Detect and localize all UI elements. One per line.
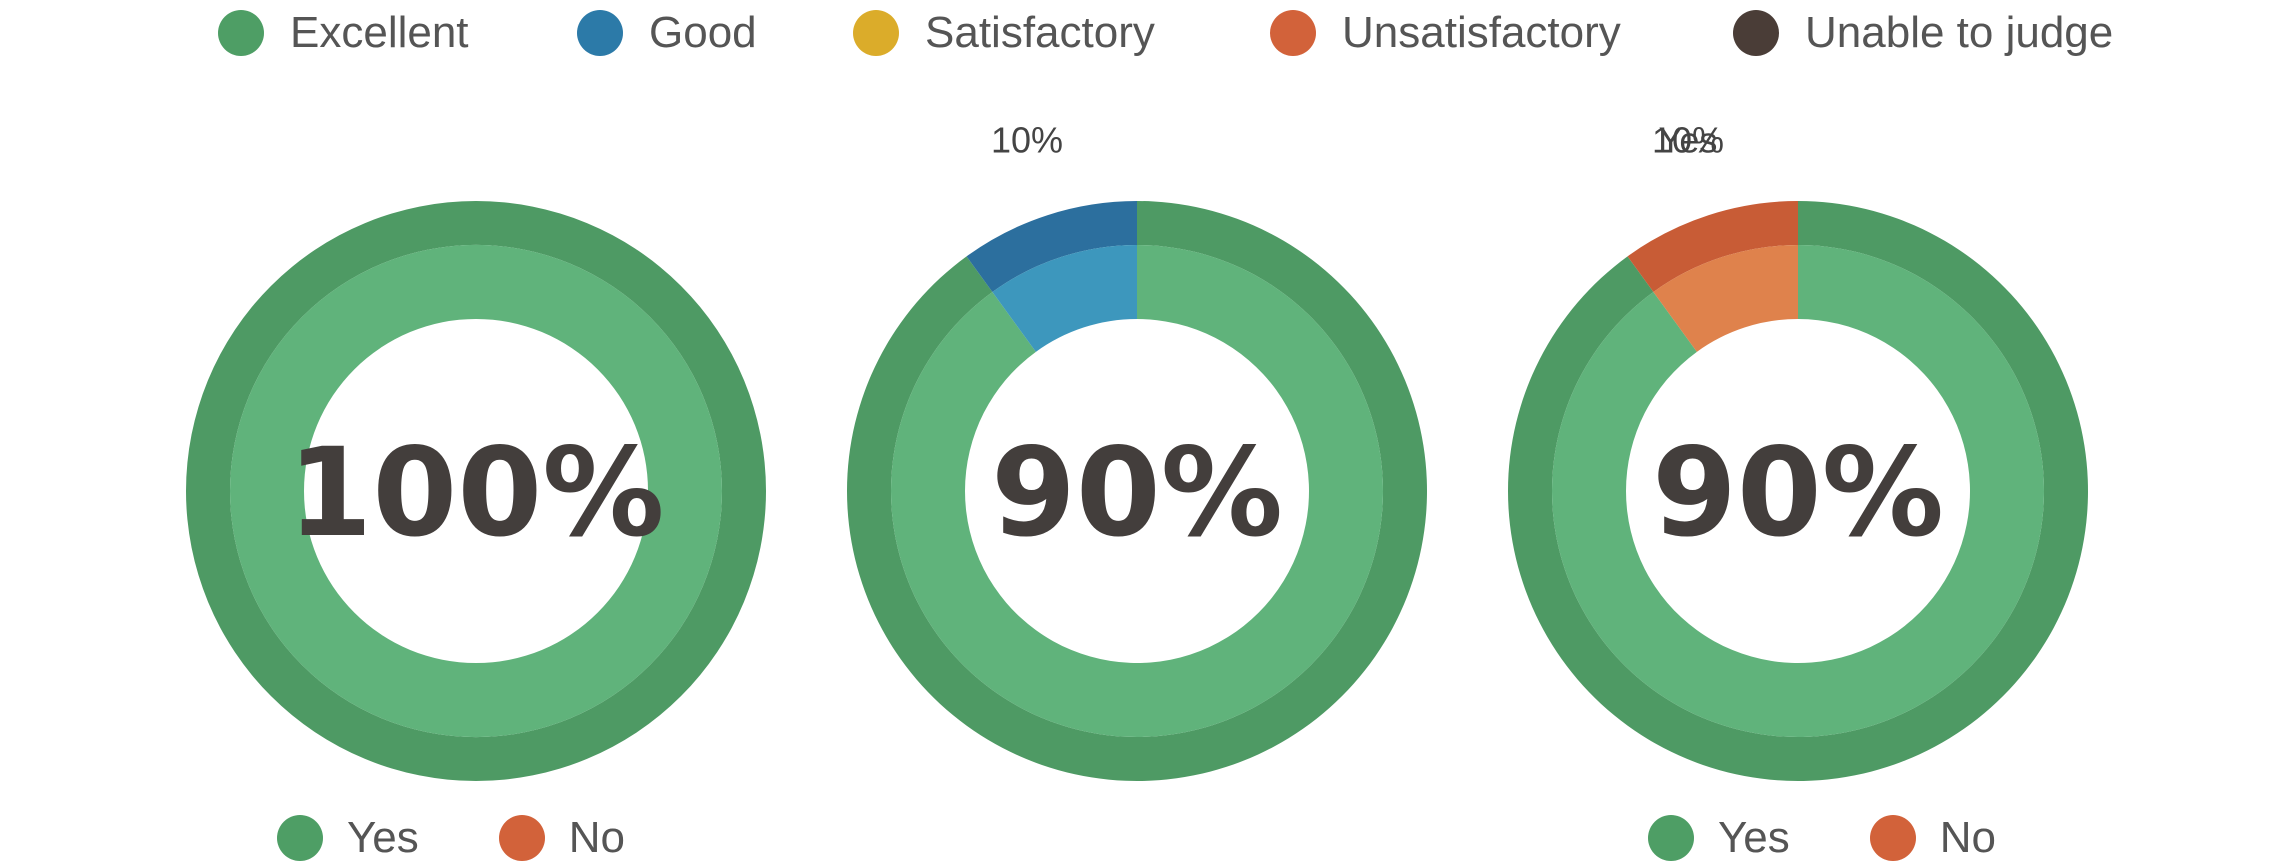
donut-3-slice-1-inner xyxy=(1551,245,2044,737)
chart-1-legend-yes-dot xyxy=(277,815,323,861)
donut-2-center-value: 90% xyxy=(991,422,1283,564)
chart-3-legend-yes-label: Yes xyxy=(1718,813,1790,862)
chart-3-legend-no: No xyxy=(1869,813,1997,863)
chart-3-legend-no-dot xyxy=(1869,815,1916,861)
legend-dot-unsatisfactory xyxy=(1270,10,1316,56)
donut-2-slice-1-inner xyxy=(890,245,1383,737)
top-legend: Excellent Good Satisfactory Unsatisfacto… xyxy=(0,0,2286,70)
chart-1-legend-no: No xyxy=(498,813,626,863)
donut-3-slice-1-label: Yes xyxy=(1659,119,1718,160)
legend-dot-satisfactory xyxy=(853,10,899,56)
donut-3-slice-2-outer xyxy=(1627,201,1798,292)
donut-1-center-value: 100% xyxy=(288,422,665,564)
chart-1-legend: Yes No xyxy=(277,808,625,868)
donut-3-ring xyxy=(1507,201,2088,781)
donut-chart-2: 10% 90% xyxy=(847,119,1428,781)
legend-dot-excellent xyxy=(218,10,264,56)
chart-1-legend-yes: Yes xyxy=(277,813,419,863)
legend-item-unable-to-judge: Unable to judge xyxy=(1733,8,2113,58)
legend-item-satisfactory: Satisfactory xyxy=(853,8,1155,58)
donut-3-slice-2-label: 10% xyxy=(1652,119,1724,160)
donut-3-slice-2-inner xyxy=(1653,245,1798,352)
chart-1-legend-yes-label: Yes xyxy=(347,813,419,862)
legend-label-unsatisfactory: Unsatisfactory xyxy=(1342,8,1621,57)
chart-1-legend-no-label: No xyxy=(568,813,626,862)
legend-dot-unable-to-judge xyxy=(1733,10,1779,56)
chart-1-legend-no-dot xyxy=(498,815,545,861)
donut-chart-1: 100% xyxy=(186,201,766,781)
donut-1-slice-1-inner xyxy=(229,244,722,738)
legend-item-excellent: Excellent xyxy=(218,8,469,58)
chart-3-legend-yes-dot xyxy=(1648,815,1694,861)
chart-3-legend-no-label: No xyxy=(1939,813,1997,862)
chart-3-legend: Yes No xyxy=(1648,808,1996,868)
chart-3-legend-yes: Yes xyxy=(1648,813,1790,863)
legend-item-unsatisfactory: Unsatisfactory xyxy=(1270,8,1621,58)
donut-2-slice-2-outer xyxy=(966,201,1137,292)
donut-2-ring xyxy=(847,201,1428,781)
donut-3-center-value: 90% xyxy=(1652,422,1944,564)
donut-2-slice-2-inner xyxy=(992,245,1137,352)
legend-label-good: Good xyxy=(649,8,757,57)
legend-label-unable-to-judge: Unable to judge xyxy=(1805,8,2114,57)
legend-item-good: Good xyxy=(577,8,757,58)
legend-dot-good xyxy=(577,10,623,56)
legend-label-excellent: Excellent xyxy=(290,8,469,57)
donut-2-slice-2-label: 10% xyxy=(991,119,1063,160)
legend-label-satisfactory: Satisfactory xyxy=(925,8,1155,57)
